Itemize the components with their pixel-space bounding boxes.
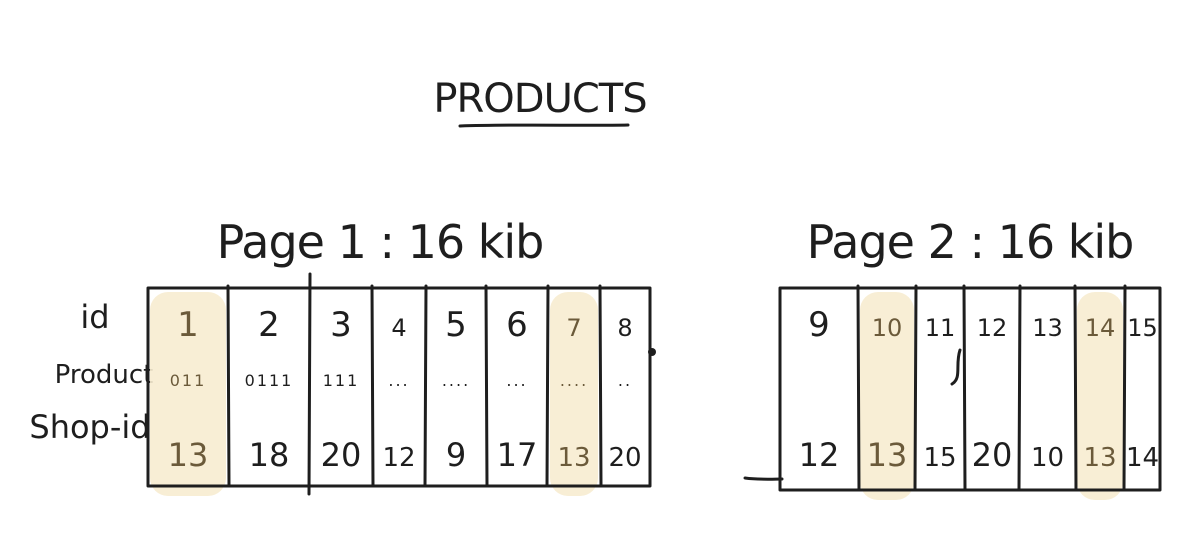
column-divider (423, 284, 428, 488)
title-underline (458, 123, 630, 128)
cell-id: 12 (977, 314, 1008, 342)
cell-product: ... (506, 371, 527, 390)
cell-shop-id: 12 (382, 443, 415, 473)
column-divider (1017, 284, 1022, 492)
row-label-product: Product (55, 360, 154, 390)
cell-id: 14 (1085, 314, 1116, 342)
cell-product: 011 (170, 371, 207, 390)
cell-id: 10 (872, 314, 903, 342)
cell-id: 8 (617, 314, 632, 342)
cell-shop-id: 15 (923, 443, 956, 473)
column-divider (598, 284, 603, 488)
cell-id: 5 (445, 305, 467, 345)
cell-id: 15 (1127, 314, 1158, 342)
cell-id: 11 (925, 314, 956, 342)
cell-id: 7 (566, 314, 581, 342)
row-label-shop-id: Shop-id (29, 408, 150, 446)
page-2-title: Page 2 : 16 kib (807, 215, 1134, 269)
cell-shop-id: 10 (1031, 443, 1064, 473)
page-1-table: 1 011 13 2 0111 18 3 111 20 4... 12 5.... 9 6... 17 7..… (146, 272, 652, 496)
cell-id: 13 (1032, 314, 1063, 342)
cell-shop-id: 14 (1126, 443, 1159, 473)
cell-shop-id: 12 (799, 436, 840, 474)
column-divider (545, 284, 550, 488)
cell-shop-id: 17 (497, 436, 538, 474)
page-2-squiggle (950, 348, 962, 386)
cell-shop-id: 20 (321, 436, 362, 474)
cell-shop-id: 13 (168, 436, 209, 474)
cell-product: ... (388, 371, 409, 390)
page-frame (778, 286, 1162, 492)
cell-id: 2 (258, 305, 280, 345)
row-label-id: id (80, 298, 109, 336)
cell-shop-id: 20 (972, 436, 1013, 474)
cell-id: 3 (330, 305, 352, 345)
cell-product: .... (442, 371, 470, 390)
column-divider (962, 284, 967, 492)
highlight-band (1077, 292, 1123, 500)
cell-product: .. (618, 371, 632, 390)
column-divider (1073, 284, 1078, 492)
cell-shop-id: 13 (867, 436, 908, 474)
cell-product: .... (560, 371, 588, 390)
page-frame (146, 286, 652, 488)
page-1-title: Page 1 : 16 kib (217, 215, 544, 269)
column-divider (913, 284, 918, 492)
highlight-band (550, 292, 598, 496)
page-2-table: 9 12 10 13 11 15 12 20 13 10 14 13 15 14 (778, 284, 1162, 500)
column-divider (484, 284, 489, 488)
column-divider (370, 284, 375, 488)
page-1-edge-dot (648, 348, 656, 356)
column-divider (1122, 284, 1127, 492)
cell-product: 111 (323, 371, 360, 390)
cell-id: 6 (506, 305, 528, 345)
cell-shop-id: 18 (249, 436, 290, 474)
page-2-baseline-tail (743, 476, 784, 481)
diagram-title: PRODUCTS (433, 76, 646, 122)
cell-shop-id: 13 (1083, 443, 1116, 473)
cell-id: 1 (177, 305, 199, 345)
cell-shop-id: 20 (608, 443, 641, 473)
cell-id: 4 (391, 314, 406, 342)
cell-product: 0111 (245, 371, 294, 390)
column-divider (307, 272, 312, 496)
column-divider (226, 284, 231, 488)
cell-shop-id: 9 (446, 436, 466, 474)
highlight-band (150, 292, 226, 496)
highlight-band (860, 292, 914, 500)
column-divider (856, 284, 861, 492)
cell-shop-id: 13 (557, 443, 590, 473)
cell-id: 9 (808, 305, 830, 345)
